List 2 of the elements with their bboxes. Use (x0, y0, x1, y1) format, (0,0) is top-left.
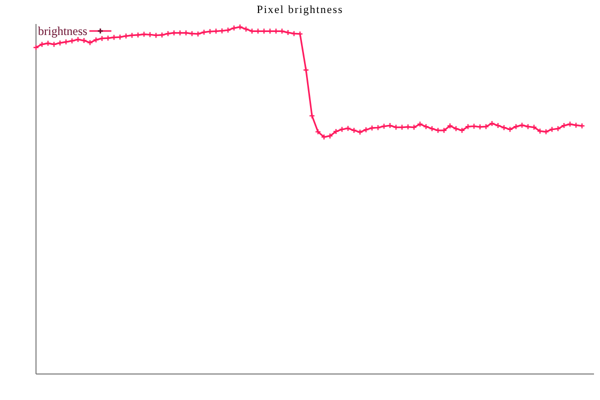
legend-label: brightness (38, 24, 88, 38)
chart-title: Pixel brightness (256, 4, 344, 16)
